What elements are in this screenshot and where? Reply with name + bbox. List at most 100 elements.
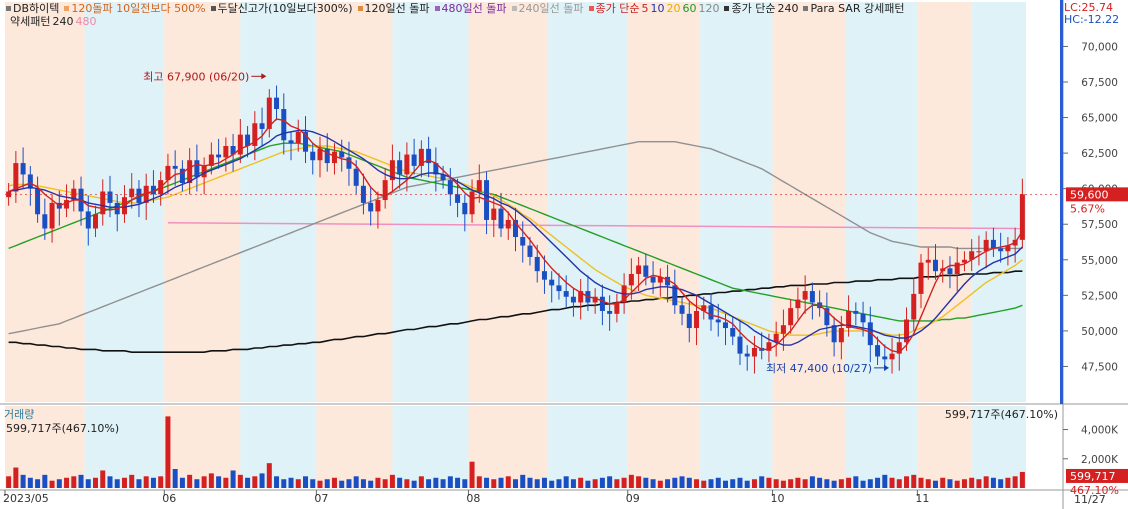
candle-body[interactable] [281, 109, 287, 141]
candle-body[interactable] [679, 305, 685, 314]
line1-item[interactable]: 240일선 돌파 [518, 2, 584, 15]
candle-body[interactable] [491, 208, 497, 220]
volume-bar[interactable] [1019, 471, 1025, 488]
candle-body[interactable] [201, 165, 207, 178]
volume-bar[interactable] [541, 477, 547, 488]
volume-bar[interactable] [621, 477, 627, 488]
candle-body[interactable] [1019, 194, 1025, 240]
candle-body[interactable] [498, 208, 504, 229]
volume-bar[interactable] [49, 480, 55, 488]
candle-body[interactable] [969, 251, 975, 260]
volume-bar[interactable] [976, 479, 982, 488]
candle-body[interactable] [744, 353, 750, 357]
volume-bar[interactable] [904, 476, 910, 488]
candle-body[interactable] [722, 322, 728, 329]
volume-bar[interactable] [143, 476, 149, 488]
line1-item[interactable]: 120일선 돌파 [364, 2, 430, 15]
candle-body[interactable] [433, 163, 439, 175]
candle-body[interactable] [20, 163, 26, 175]
candle-body[interactable] [237, 134, 243, 155]
candle-body[interactable] [918, 262, 924, 294]
line1-item[interactable]: DB하이텍 [13, 2, 60, 15]
candle-body[interactable] [650, 276, 656, 283]
volume-bar[interactable] [303, 476, 309, 488]
candle-body[interactable] [346, 157, 352, 169]
volume-bar[interactable] [882, 474, 888, 488]
volume-bar[interactable] [947, 479, 953, 488]
candle-body[interactable] [317, 148, 323, 161]
volume-bar[interactable] [715, 477, 721, 488]
candle-body[interactable] [911, 293, 917, 320]
volume-bar[interactable] [440, 479, 446, 488]
volume-bar[interactable] [295, 479, 301, 488]
line1-item[interactable]: 480일선 돌파 [441, 2, 507, 15]
volume-bar[interactable] [201, 476, 207, 488]
volume-bar[interactable] [136, 479, 142, 488]
volume-bar[interactable] [223, 477, 229, 488]
candle-body[interactable] [107, 191, 113, 203]
volume-bar[interactable] [252, 476, 258, 488]
volume-bar[interactable] [657, 480, 663, 488]
volume-bar[interactable] [918, 477, 924, 488]
volume-bar[interactable] [433, 477, 439, 488]
candle-body[interactable] [983, 239, 989, 252]
candle-body[interactable] [245, 134, 251, 146]
candle-body[interactable] [455, 194, 461, 203]
volume-bar[interactable] [838, 479, 844, 488]
candle-body[interactable] [541, 271, 547, 280]
volume-bar[interactable] [339, 480, 345, 488]
candle-body[interactable] [578, 291, 584, 303]
volume-bar[interactable] [802, 479, 808, 488]
candle-body[interactable] [295, 131, 301, 144]
volume-bar[interactable] [527, 477, 533, 488]
volume-bar[interactable] [1012, 476, 1018, 488]
candle-body[interactable] [549, 279, 555, 286]
candle-body[interactable] [998, 248, 1004, 252]
candle-body[interactable] [780, 325, 786, 334]
volume-bar[interactable] [686, 477, 692, 488]
candle-body[interactable] [788, 308, 794, 326]
volume-bar[interactable] [216, 476, 222, 488]
volume-bar[interactable] [708, 479, 714, 488]
candle-body[interactable] [42, 214, 48, 229]
line1-item[interactable]: 120 [698, 2, 720, 15]
candle-body[interactable] [230, 146, 236, 155]
volume-bar[interactable] [607, 476, 613, 488]
candle-body[interactable] [867, 322, 873, 346]
volume-bar[interactable] [353, 476, 359, 488]
candle-body[interactable] [694, 310, 700, 329]
volume-bar[interactable] [556, 479, 562, 488]
candle-body[interactable] [643, 265, 649, 277]
volume-bar[interactable] [324, 479, 330, 488]
line1-item[interactable]: 종가 단순 [595, 2, 640, 15]
volume-bar[interactable] [744, 480, 750, 488]
volume-bar[interactable] [310, 479, 316, 488]
volume-bar[interactable] [961, 479, 967, 488]
volume-bar[interactable] [462, 479, 468, 488]
candle-body[interactable] [838, 328, 844, 343]
volume-bar[interactable] [853, 476, 859, 488]
volume-bar[interactable] [679, 476, 685, 488]
volume-bar[interactable] [455, 477, 461, 488]
volume-bar[interactable] [983, 476, 989, 488]
volume-bar[interactable] [599, 477, 605, 488]
volume-bar[interactable] [194, 479, 200, 488]
volume-bar[interactable] [751, 479, 757, 488]
candle-body[interactable] [150, 185, 156, 195]
volume-bar[interactable] [505, 476, 511, 488]
candle-body[interactable] [730, 328, 736, 337]
volume-bar[interactable] [100, 470, 106, 488]
volume-bar[interactable] [491, 479, 497, 488]
volume-bar[interactable] [940, 477, 946, 488]
candle-body[interactable] [404, 154, 410, 175]
volume-bar[interactable] [274, 476, 280, 488]
candle-body[interactable] [368, 202, 374, 212]
candle-body[interactable] [527, 245, 533, 257]
candle-body[interactable] [194, 160, 200, 178]
candle-body[interactable] [208, 154, 214, 166]
volume-bar[interactable] [245, 477, 251, 488]
volume-bar[interactable] [397, 477, 403, 488]
volume-bar[interactable] [331, 477, 337, 488]
volume-bar[interactable] [592, 479, 598, 488]
volume-bar[interactable] [614, 479, 620, 488]
